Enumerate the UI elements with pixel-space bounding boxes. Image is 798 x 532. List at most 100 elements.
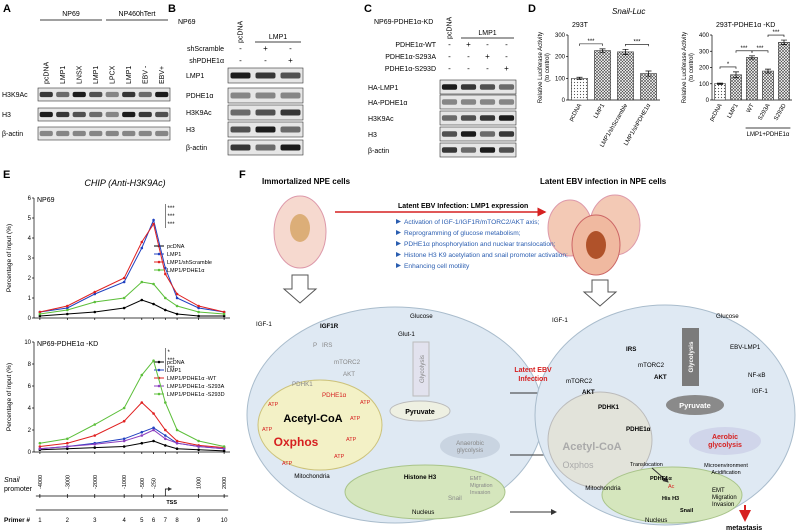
bar (778, 42, 790, 101)
diagram-label: AKT (343, 371, 355, 378)
sign: - (264, 56, 267, 65)
point (140, 373, 144, 377)
point (122, 296, 126, 300)
nucleus (344, 464, 506, 520)
blot-band (122, 111, 136, 118)
sign: + (288, 56, 293, 65)
sign: - (467, 52, 470, 61)
blot-label: H3K9Ac (2, 92, 28, 99)
legend-label: LMP1 (167, 252, 181, 258)
condition-label: PDHE1α-WT (395, 42, 436, 49)
point (164, 437, 167, 441)
point (222, 310, 226, 314)
blot-band (89, 111, 103, 118)
y-axis-label: Relative Luciferase Activity (682, 32, 688, 103)
lane-label: LMP1 (478, 30, 496, 37)
blot-band (498, 147, 515, 153)
tss-label: TSS (166, 500, 177, 506)
blot-band (255, 92, 276, 99)
bar (762, 70, 774, 101)
sign: - (239, 56, 242, 65)
series-line (39, 401, 225, 449)
point (140, 246, 144, 250)
legend-label: LMP1 (167, 368, 181, 374)
blot-band (39, 91, 53, 98)
point (197, 304, 200, 308)
point (175, 439, 179, 443)
point (175, 441, 179, 445)
diagram-label: Oxphos (562, 460, 594, 470)
blot-band (155, 91, 169, 98)
diagram-label: His H3 (662, 496, 679, 502)
annotation: *** (168, 366, 176, 372)
point (140, 430, 144, 434)
y-axis-label: (to control) (545, 53, 551, 82)
error-bar (749, 55, 755, 60)
chart-subtitle: NP69-PDHE1α -KD (37, 341, 98, 348)
bullet (396, 241, 401, 246)
diagram-label: Snail (680, 508, 694, 514)
point (122, 306, 126, 310)
blot-label: β-actin (368, 148, 389, 155)
lane-label: LMP1 (60, 66, 67, 84)
blot-band (89, 91, 103, 98)
blot-label: H3K9Ac (368, 116, 394, 123)
blot-band (498, 115, 515, 121)
chart-subtitle: NP69 (37, 197, 55, 204)
glycolysis-box (412, 341, 430, 397)
primer-number: 8 (175, 518, 179, 524)
y-tick-label: 1 (28, 296, 32, 302)
diagram-label: metastasis (726, 525, 762, 532)
point (197, 445, 200, 448)
legend-marker (157, 260, 161, 264)
nucleus (586, 231, 606, 259)
bar (714, 83, 726, 101)
error-bar (733, 71, 739, 79)
y-tick-label: 3 (28, 256, 32, 262)
diagram-label: Anaerobic (456, 440, 484, 447)
diagram-label: PDHK1 (292, 381, 313, 388)
diagram-label: Glycolysis (419, 355, 426, 383)
blot-band (89, 130, 103, 137)
point (66, 306, 69, 310)
glycolysis-box (682, 328, 699, 386)
point (164, 428, 167, 432)
significance-bracket (625, 44, 649, 47)
blot-band (441, 115, 458, 121)
lane-label: pcDNA (447, 16, 454, 39)
primer-axis-label: Primer # (4, 517, 30, 524)
diagram-label: NF-κB (748, 372, 766, 379)
position-label: -4000 (38, 475, 44, 489)
diagram-label: Migration (712, 495, 737, 501)
point (222, 445, 226, 448)
diagram-label: ATP (262, 427, 273, 433)
blot (227, 87, 304, 104)
sign: - (486, 40, 489, 49)
point (152, 428, 155, 432)
down-arrow (582, 279, 618, 307)
point (152, 302, 155, 306)
series-line (39, 218, 225, 313)
blot-band (280, 126, 301, 133)
blot-band (105, 130, 119, 137)
error-bar (599, 48, 606, 53)
x-tick-label: S293A (758, 103, 772, 122)
error-bar (645, 70, 652, 77)
diagram-label: Acetyl-CoA (562, 441, 621, 453)
lane-label: pcDNA (43, 61, 50, 84)
diagram-label: Acetyl-CoA (283, 413, 342, 425)
annotation: * (168, 350, 171, 356)
bullet-text: Enhancing cell motility (404, 263, 470, 270)
point (38, 447, 42, 451)
point (66, 437, 69, 441)
point (38, 310, 42, 314)
blot (439, 94, 517, 110)
blot-band (255, 72, 276, 79)
point (197, 314, 200, 318)
bar (746, 57, 758, 101)
nucleus (601, 466, 743, 524)
y-axis-label: Relative Luciferase Activity (538, 32, 544, 103)
diagram-label: ATP (350, 416, 361, 422)
group-label: NP69 (62, 11, 80, 18)
diagram-label: Pyruvate (405, 409, 435, 416)
